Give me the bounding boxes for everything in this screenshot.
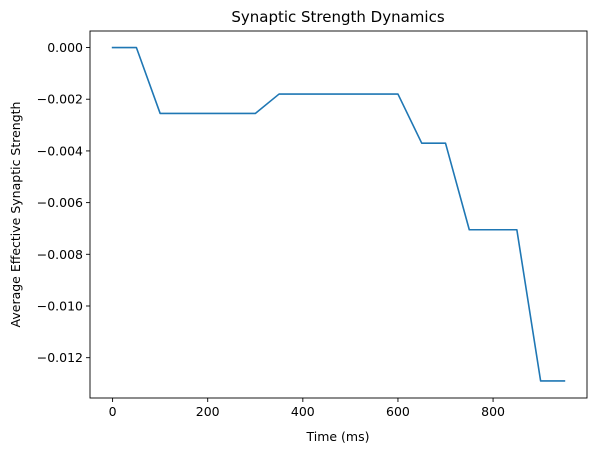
plot-frame xyxy=(89,30,588,399)
y-tick-label: −0.008 xyxy=(37,247,83,262)
y-tick-label: −0.004 xyxy=(37,143,83,158)
y-tick-label: 0.000 xyxy=(47,40,83,55)
plot-area xyxy=(111,46,566,382)
y-tick-label: −0.002 xyxy=(37,92,83,107)
x-tick-label: 400 xyxy=(291,404,315,419)
series-line xyxy=(111,46,566,382)
x-axis-ticks: 0 200 400 600 800 xyxy=(109,398,505,419)
x-tick-label: 0 xyxy=(109,404,117,419)
y-axis-ticks: 0.000 −0.002 −0.004 −0.006 −0.008 −0.010 −0.01… xyxy=(37,40,90,365)
x-axis-label: Time (ms) xyxy=(305,429,369,444)
y-tick-label: −0.010 xyxy=(37,298,83,313)
chart-title: Synaptic Strength Dynamics xyxy=(231,8,444,26)
y-tick-label: −0.012 xyxy=(37,350,83,365)
x-tick-label: 800 xyxy=(481,404,505,419)
y-tick-label: −0.006 xyxy=(37,195,83,210)
x-tick-label: 600 xyxy=(386,404,410,419)
y-axis-label: Average Effective Synaptic Strength xyxy=(8,102,23,328)
x-tick-label: 200 xyxy=(196,404,220,419)
